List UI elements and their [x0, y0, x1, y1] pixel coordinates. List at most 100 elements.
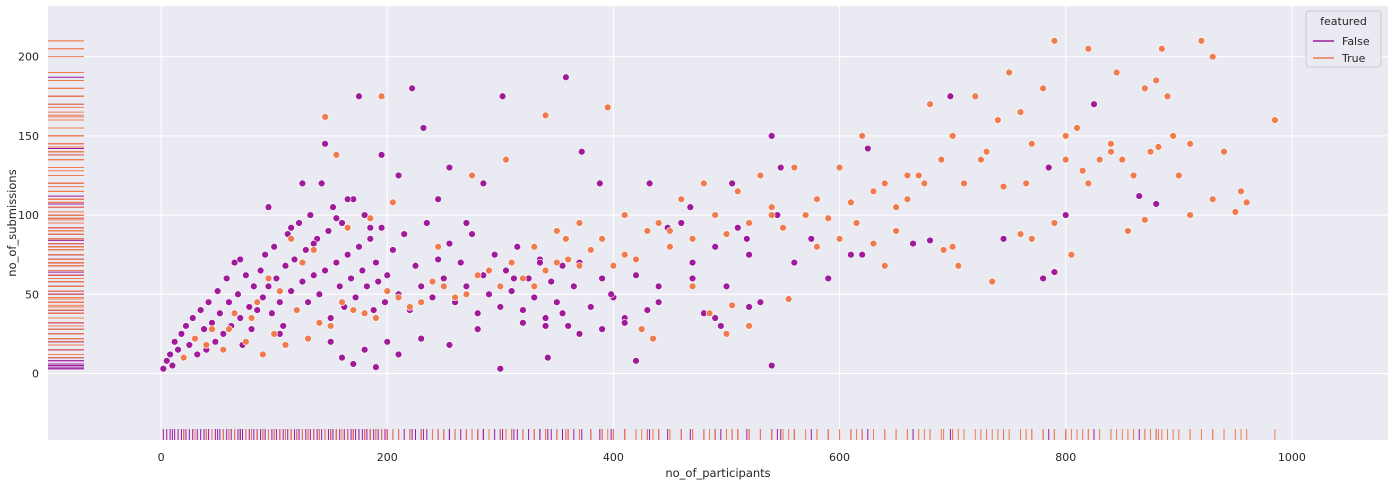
data-point — [632, 271, 640, 279]
data-point — [264, 282, 273, 291]
data-point — [457, 258, 465, 267]
data-point — [1231, 208, 1240, 216]
x-tick-label: 200 — [377, 451, 398, 464]
data-point — [304, 334, 312, 343]
y-tick-label: 0 — [32, 367, 39, 380]
data-point — [242, 271, 250, 279]
data-point — [332, 214, 341, 222]
data-point — [666, 243, 674, 251]
y-tick-label: 150 — [18, 130, 39, 143]
data-point — [363, 282, 371, 291]
data-point — [468, 230, 476, 238]
data-point — [728, 301, 736, 310]
data-point — [406, 303, 414, 311]
data-point — [400, 230, 408, 238]
data-point — [374, 277, 382, 286]
data-point — [519, 306, 527, 314]
data-point — [745, 250, 753, 259]
data-point — [327, 338, 335, 346]
data-point — [937, 155, 946, 164]
data-point — [688, 274, 697, 283]
data-point — [332, 151, 341, 159]
y-tick-label: 200 — [18, 51, 39, 64]
data-point — [541, 314, 550, 322]
data-point — [366, 235, 374, 243]
data-point — [604, 103, 612, 112]
data-point — [360, 346, 369, 354]
data-point — [1154, 143, 1163, 151]
data-point — [315, 290, 324, 298]
data-point — [688, 258, 697, 267]
data-point — [1271, 116, 1279, 124]
data-point — [225, 298, 233, 306]
data-point — [1146, 148, 1155, 156]
data-point — [1028, 235, 1036, 243]
data-point — [1141, 216, 1149, 224]
data-point — [242, 338, 250, 346]
data-point — [428, 277, 437, 286]
data-point — [768, 203, 776, 211]
data-point — [824, 214, 832, 222]
data-point — [259, 350, 267, 359]
data-point — [189, 314, 197, 322]
data-point — [722, 230, 731, 238]
data-point — [302, 246, 310, 254]
data-point — [321, 113, 329, 121]
data-point — [485, 290, 493, 298]
data-point — [321, 140, 329, 148]
data-point — [287, 224, 295, 232]
data-point — [434, 195, 442, 203]
data-point — [462, 219, 471, 227]
data-point — [982, 148, 991, 156]
data-point — [858, 132, 866, 140]
data-point — [728, 179, 736, 188]
data-point — [295, 219, 303, 227]
data-point — [1163, 92, 1172, 100]
data-point — [807, 235, 815, 243]
data-point — [920, 179, 929, 188]
legend: featured False True — [1305, 10, 1382, 68]
data-point — [428, 293, 437, 302]
data-point — [705, 309, 714, 317]
data-point — [999, 235, 1008, 243]
data-point — [541, 322, 550, 330]
data-point — [756, 171, 765, 180]
data-point — [852, 219, 861, 227]
data-point — [208, 325, 216, 333]
data-point — [575, 219, 584, 227]
data-point — [394, 293, 403, 302]
data-point — [349, 306, 358, 314]
data-point — [513, 243, 521, 251]
data-point — [909, 239, 917, 248]
data-point — [801, 211, 810, 219]
data-point — [607, 290, 615, 298]
legend-box — [1305, 10, 1382, 68]
data-point — [1186, 211, 1194, 219]
data-point — [688, 282, 697, 291]
data-point — [336, 282, 344, 291]
data-point — [366, 214, 374, 222]
legend-label-true: True — [1341, 52, 1366, 65]
data-point — [1129, 171, 1138, 180]
data-point — [204, 298, 213, 306]
data-point — [510, 274, 518, 283]
data-point — [327, 322, 335, 330]
data-point — [310, 239, 318, 248]
data-point — [722, 282, 731, 291]
data-point — [423, 219, 431, 227]
data-point — [564, 255, 572, 264]
data-point — [507, 258, 516, 267]
data-point — [281, 262, 290, 270]
data-point — [261, 250, 269, 259]
data-point — [734, 187, 742, 196]
data-point — [903, 195, 912, 203]
data-point — [372, 258, 380, 267]
data-point — [971, 92, 979, 100]
y-axis-label: no_of_submissions — [5, 169, 19, 276]
data-point — [490, 250, 499, 259]
data-point — [1078, 167, 1087, 175]
data-point — [666, 227, 674, 235]
data-point — [213, 287, 222, 295]
data-point — [225, 325, 233, 333]
data-point — [954, 262, 962, 270]
